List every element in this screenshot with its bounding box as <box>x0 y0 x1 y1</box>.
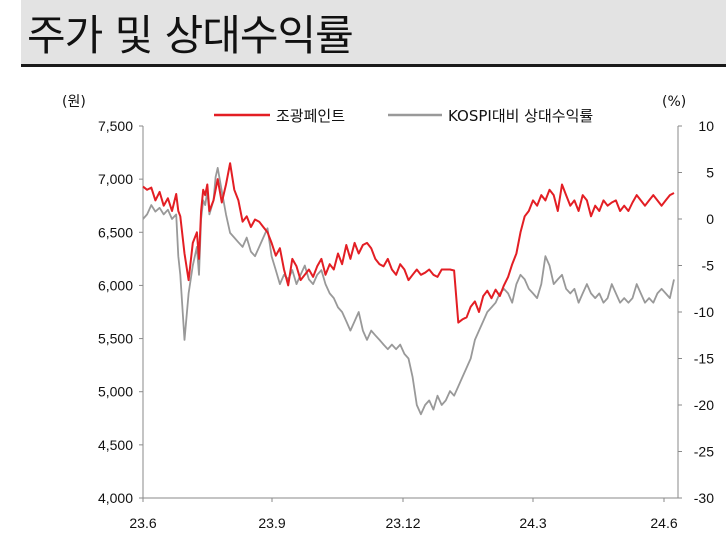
right-axis-unit: (%) <box>662 94 686 110</box>
x-tick-label: 24.6 <box>650 515 677 531</box>
right-y-tick-label: -15 <box>694 351 714 367</box>
right-y-tick-label: -25 <box>694 444 714 460</box>
right-y-tick-label: -20 <box>694 397 714 413</box>
legend-label-relative: KOSPI대비 상대수익률 <box>448 107 593 125</box>
x-tick-label: 23.6 <box>129 515 156 531</box>
left-y-tick-label: 7,500 <box>98 118 133 134</box>
left-y-tick-label: 7,000 <box>98 171 133 187</box>
x-tick-label: 23.12 <box>385 515 420 531</box>
price-relative-return-chart: (원) (%) 조광페인트 KOSPI대비 상대수익률 7,500 7,000 6,… <box>62 94 714 531</box>
right-y-tick-label: -30 <box>694 490 714 506</box>
left-y-tick-label: 5,000 <box>98 384 133 400</box>
legend-label-stock: 조광페인트 <box>276 107 345 125</box>
page-title: 주가 및 상대수익률 <box>27 11 354 60</box>
left-y-tick-label: 5,500 <box>98 331 133 347</box>
right-y-tick-labels: 10 5 0 -5 -10 -15 -20 -25 -30 <box>678 118 714 506</box>
x-tick-labels: 23.6 23.9 23.12 24.3 24.6 <box>129 498 678 531</box>
left-axis-unit: (원) <box>62 94 86 110</box>
right-y-tick-label: 10 <box>698 118 714 134</box>
x-tick-label: 24.3 <box>519 515 546 531</box>
right-y-tick-label: -5 <box>702 258 715 274</box>
right-y-tick-label: 0 <box>706 211 714 227</box>
right-y-tick-label: 5 <box>706 165 714 181</box>
left-y-tick-labels: 7,500 7,000 6,500 6,000 5,500 5,000 4,500 4,000 <box>98 118 143 506</box>
chart-legend: 조광페인트 KOSPI대비 상대수익률 <box>214 107 593 125</box>
x-tick-label: 23.9 <box>258 515 285 531</box>
series-line-stock-price <box>142 162 675 324</box>
left-y-tick-label: 6,500 <box>98 224 133 240</box>
left-y-tick-label: 4,000 <box>98 490 133 506</box>
left-y-tick-label: 4,500 <box>98 437 133 453</box>
right-y-tick-label: -10 <box>694 304 714 320</box>
header-banner: 주가 및 상대수익률 <box>21 0 726 67</box>
series-layer <box>142 162 675 416</box>
series-line-relative-return <box>142 167 675 416</box>
left-y-tick-label: 6,000 <box>98 277 133 293</box>
